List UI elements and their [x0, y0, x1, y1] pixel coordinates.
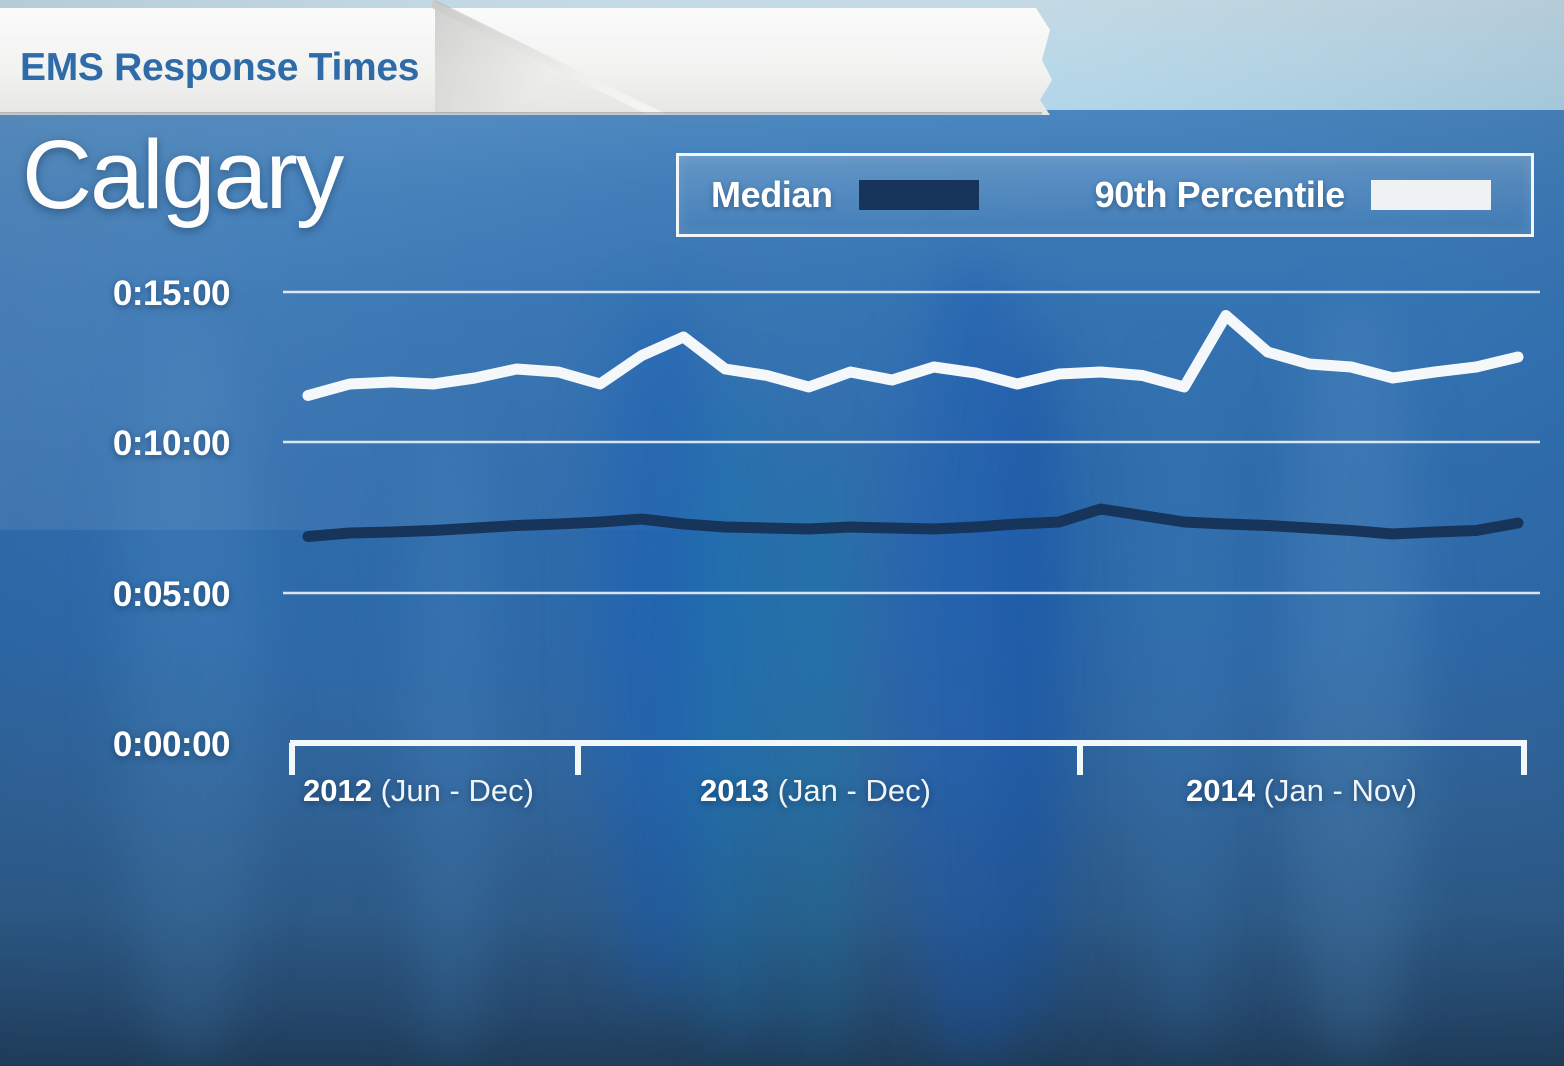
- series-line-90th-percentile: [302, 310, 1524, 401]
- header-banner: [0, 0, 1058, 117]
- y-axis-tick-label: 0:00:00: [112, 725, 231, 764]
- chart-legend: Median 90th Percentile: [676, 153, 1534, 237]
- x-axis-year-2014: 2014: [1186, 773, 1255, 808]
- x-axis-year-2013: 2013: [700, 773, 769, 808]
- blurred-figure: [120, 330, 260, 1060]
- banner-underline: [0, 112, 1042, 117]
- legend-item-p90[interactable]: 90th Percentile: [1095, 174, 1491, 216]
- blurred-figure: [690, 380, 780, 1040]
- blurred-figure: [1140, 360, 1230, 1050]
- page-kicker-title: EMS Response Times: [20, 46, 420, 89]
- legend-swatch-p90-icon: [1370, 180, 1491, 210]
- x-axis-year-2012: 2012: [303, 773, 372, 808]
- legend-swatch-median-icon: [858, 180, 979, 210]
- series-line-median: [302, 503, 1524, 542]
- x-axis: [289, 740, 1527, 775]
- x-axis-range-2013: (Jan - Dec): [777, 773, 931, 808]
- water-gradient: [0, 110, 1564, 1066]
- legend-label-median: Median: [711, 174, 833, 215]
- blurred-figure: [600, 300, 720, 1000]
- y-axis-tick-label: 0:10:00: [112, 424, 231, 463]
- x-axis-tick-label-2013: 2013 (Jan - Dec): [700, 773, 931, 809]
- x-axis-range-2012: (Jun - Dec): [380, 773, 534, 808]
- x-axis-range-2014: (Jan - Nov): [1263, 773, 1417, 808]
- y-axis-tick-label: 0:15:00: [112, 274, 231, 313]
- blurred-figure: [1290, 300, 1420, 1060]
- x-axis-tick-label-2012: 2012 (Jun - Dec): [303, 773, 534, 809]
- blurred-figure: [790, 440, 850, 1060]
- blurred-figure: [1000, 330, 1070, 1030]
- legend-label-p90: 90th Percentile: [1094, 174, 1346, 215]
- y-axis-tick-label: 0:05:00: [112, 575, 231, 614]
- light-sheen: [0, 110, 1564, 530]
- gridlines: [283, 290, 1540, 595]
- blurred-figure: [900, 260, 1050, 1060]
- page-title: Calgary: [22, 120, 344, 229]
- x-axis-tick-label-2014: 2014 (Jan - Nov): [1186, 773, 1417, 809]
- legend-item-median[interactable]: Median: [711, 174, 979, 216]
